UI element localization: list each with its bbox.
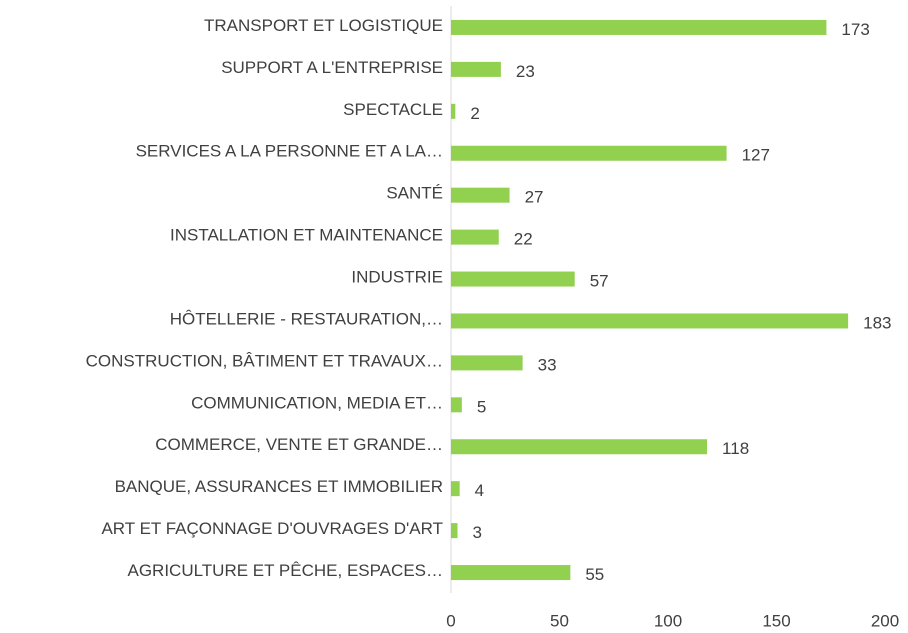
y-tick-label: ART ET FAÇONNAGE D'OUVRAGES D'ART bbox=[101, 519, 443, 538]
y-tick-label: COMMUNICATION, MEDIA ET… bbox=[191, 393, 443, 412]
y-tick-label: INDUSTRIE bbox=[351, 268, 443, 287]
data-label: 2 bbox=[470, 104, 479, 123]
x-tick-label: 50 bbox=[550, 611, 569, 630]
data-label: 183 bbox=[863, 313, 891, 332]
bar bbox=[451, 313, 849, 329]
bar bbox=[451, 229, 499, 245]
data-label: 23 bbox=[516, 62, 535, 81]
y-tick-label: SERVICES A LA PERSONNE ET A LA… bbox=[136, 142, 443, 161]
data-label: 127 bbox=[742, 146, 770, 165]
x-tick-label: 100 bbox=[654, 611, 682, 630]
y-tick-label: HÔTELLERIE - RESTAURATION,… bbox=[170, 309, 443, 328]
y-tick-label: SPECTACLE bbox=[343, 100, 443, 119]
data-label: 57 bbox=[590, 272, 609, 291]
bar bbox=[451, 61, 501, 77]
bar bbox=[451, 271, 575, 287]
y-tick-label: BANQUE, ASSURANCES ET IMMOBILIER bbox=[115, 477, 443, 496]
data-label: 22 bbox=[514, 230, 533, 249]
y-tick-label: SUPPORT A L'ENTREPRISE bbox=[221, 58, 443, 77]
bar bbox=[451, 103, 456, 119]
bar bbox=[451, 523, 458, 539]
y-tick-label: SANTÉ bbox=[386, 184, 443, 203]
bar bbox=[451, 481, 460, 497]
bar bbox=[451, 19, 827, 35]
bar bbox=[451, 397, 462, 413]
y-tick-label: CONSTRUCTION, BÂTIMENT ET TRAVAUX… bbox=[86, 351, 443, 370]
bar bbox=[451, 145, 727, 161]
data-label: 33 bbox=[538, 355, 557, 374]
bar bbox=[451, 439, 708, 455]
data-label: 5 bbox=[477, 397, 486, 416]
x-tick-label: 0 bbox=[446, 611, 455, 630]
data-label: 4 bbox=[475, 481, 484, 500]
data-label: 55 bbox=[585, 565, 604, 584]
x-tick-label: 150 bbox=[762, 611, 790, 630]
bar bbox=[451, 187, 510, 203]
y-tick-label: INSTALLATION ET MAINTENANCE bbox=[170, 226, 443, 245]
data-label: 173 bbox=[841, 20, 869, 39]
y-tick-label: COMMERCE, VENTE ET GRANDE… bbox=[155, 435, 443, 454]
bar bbox=[451, 565, 571, 581]
y-tick-label: AGRICULTURE ET PÊCHE, ESPACES… bbox=[127, 561, 443, 580]
data-label: 27 bbox=[525, 188, 544, 207]
data-label: 3 bbox=[473, 523, 482, 542]
bar bbox=[451, 355, 523, 371]
x-tick-label: 200 bbox=[871, 611, 899, 630]
y-tick-label: TRANSPORT ET LOGISTIQUE bbox=[204, 16, 443, 35]
data-label: 118 bbox=[722, 439, 749, 458]
